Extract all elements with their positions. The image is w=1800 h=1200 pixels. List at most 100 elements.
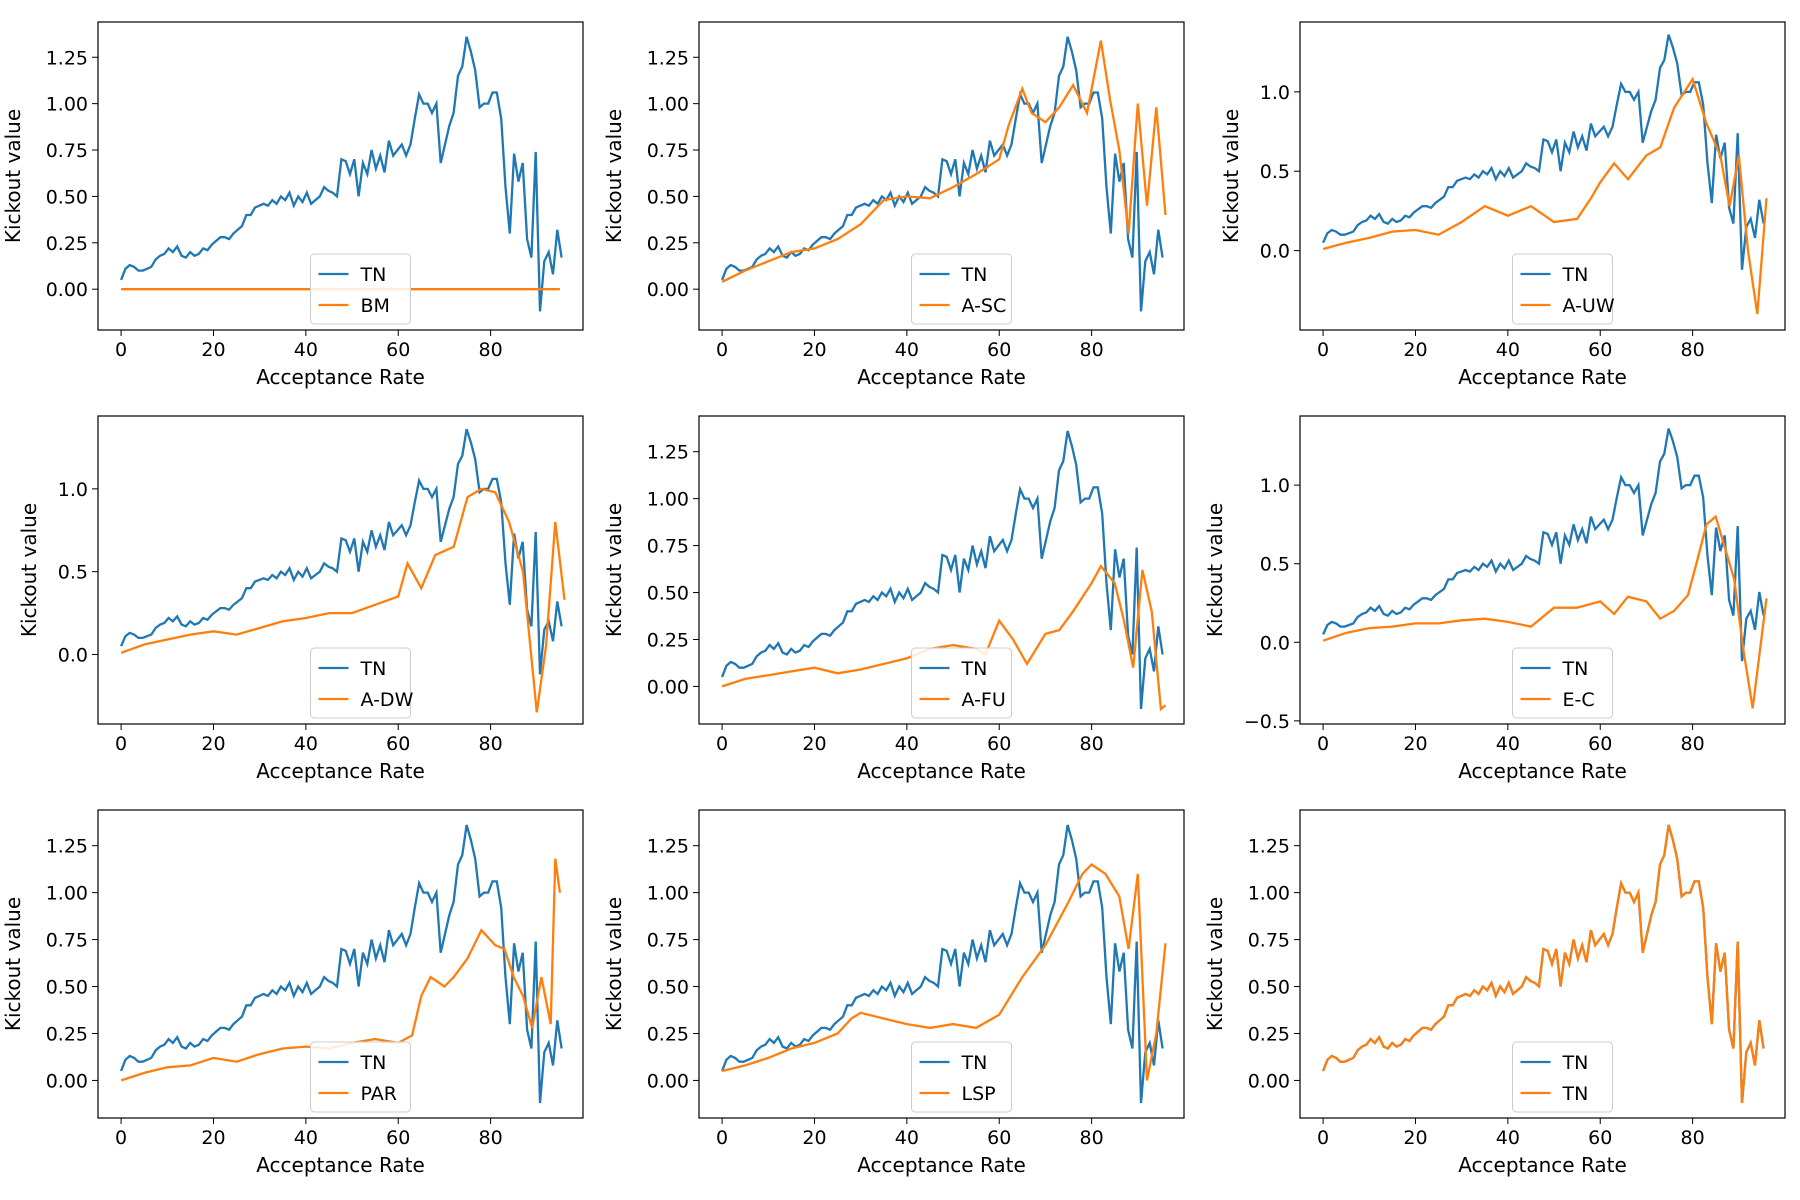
subplot-3: 0 20 40 60 80 0.0 0.5 1.0 Acceptance Rate Kickout… — [1219, 21, 1786, 389]
y-tick-label: 0.0 — [58, 644, 88, 666]
y-tick-label: 1.25 — [647, 47, 689, 69]
legend-box — [310, 647, 411, 719]
x-tick-label: 0 — [115, 1127, 127, 1149]
legend-label: A-DW — [361, 689, 414, 711]
legend-box — [911, 253, 1012, 325]
y-tick-label: 1.0 — [1260, 475, 1290, 497]
legend-box — [911, 647, 1012, 719]
legend: TN A-SC — [911, 253, 1012, 325]
y-tick-label: 1.00 — [647, 489, 689, 511]
x-tick-label: 0 — [716, 1127, 728, 1149]
x-tick-label: 40 — [1496, 733, 1520, 755]
y-tick-label: 0.50 — [1248, 977, 1290, 999]
y-tick-label: 1.00 — [46, 94, 88, 116]
legend-label: LSP — [962, 1083, 996, 1105]
series-line-tn — [1322, 34, 1765, 270]
x-tick-label: 60 — [987, 733, 1011, 755]
series-line-lsp — [721, 863, 1167, 1081]
series-line-a-fu — [721, 564, 1167, 712]
legend-box — [1512, 253, 1613, 325]
legend-label: TN — [1562, 1052, 1589, 1074]
x-tick-label: 60 — [987, 1127, 1011, 1149]
x-tick-label: 60 — [386, 733, 410, 755]
x-tick-label: 40 — [895, 1127, 919, 1149]
x-axis-label: Acceptance Rate — [256, 759, 425, 783]
y-tick-label: 0.00 — [647, 279, 689, 301]
x-tick-label: 20 — [1403, 733, 1427, 755]
y-tick-label: 0.0 — [1260, 632, 1290, 654]
series-line-tn — [1322, 428, 1765, 662]
legend: TN E-C — [1512, 647, 1613, 719]
y-tick-label: 0.5 — [1260, 161, 1290, 183]
y-axis-label: Kickout value — [1219, 109, 1243, 243]
legend-label: TN — [961, 264, 988, 286]
x-tick-label: 0 — [1317, 1127, 1329, 1149]
y-tick-label: 1.25 — [647, 442, 689, 464]
y-tick-label: 1.25 — [647, 836, 689, 858]
legend-label: A-UW — [1563, 295, 1615, 317]
x-tick-label: 40 — [294, 1127, 318, 1149]
legend-label: TN — [360, 264, 387, 286]
x-tick-label: 40 — [1496, 1127, 1520, 1149]
legend-box — [310, 253, 411, 325]
y-tick-label: 0.00 — [647, 676, 689, 698]
y-tick-label: 1.00 — [647, 883, 689, 905]
x-tick-label: 80 — [479, 339, 503, 361]
y-axis-label: Kickout value — [602, 897, 626, 1031]
legend-label: TN — [1562, 1083, 1589, 1105]
subplot-1: 0 20 40 60 80 0.00 0.25 0.50 0.75 1.00 1.25 Accepta… — [1, 21, 584, 389]
x-tick-label: 0 — [716, 733, 728, 755]
y-tick-label: 1.25 — [1248, 836, 1290, 858]
legend: TN A-FU — [911, 647, 1012, 719]
legend-label: PAR — [361, 1083, 397, 1105]
legend-label: E-C — [1563, 689, 1595, 711]
y-tick-label: 0.25 — [647, 233, 689, 255]
x-axis-label: Acceptance Rate — [256, 1153, 425, 1177]
y-tick-label: 0.00 — [46, 1070, 88, 1092]
subplot-5: 0 20 40 60 80 0.00 0.25 0.50 0.75 1.00 1.25 Accepta… — [602, 415, 1185, 783]
series-line-par — [120, 858, 562, 1082]
x-tick-label: 60 — [987, 339, 1011, 361]
series-line-a-dw — [120, 487, 566, 713]
series-line-tn — [120, 36, 563, 312]
x-tick-label: 20 — [802, 1127, 826, 1149]
legend-label: TN — [360, 1052, 387, 1074]
legend: TN A-DW — [310, 647, 414, 719]
x-tick-label: 40 — [294, 339, 318, 361]
y-tick-label: 1.00 — [46, 883, 88, 905]
x-tick-label: 80 — [1080, 733, 1104, 755]
x-tick-label: 20 — [1403, 339, 1427, 361]
x-tick-label: 80 — [479, 1127, 503, 1149]
y-tick-label: 0.50 — [647, 186, 689, 208]
x-tick-label: 40 — [895, 733, 919, 755]
y-tick-label: 0.5 — [1260, 554, 1290, 576]
legend-box — [911, 1041, 1012, 1113]
x-tick-label: 20 — [802, 339, 826, 361]
legend-label: A-FU — [962, 689, 1006, 711]
x-tick-label: 60 — [1588, 1127, 1612, 1149]
legend-box — [1512, 647, 1613, 719]
legend: TN A-UW — [1512, 253, 1615, 325]
legend: TN BM — [310, 253, 411, 325]
y-tick-label: 0.0 — [1260, 241, 1290, 263]
x-tick-label: 60 — [386, 339, 410, 361]
legend: TN PAR — [310, 1041, 411, 1113]
subplot-4: 0 20 40 60 80 0.0 0.5 1.0 Acceptance Rate Kickout… — [17, 415, 584, 783]
legend-label: TN — [961, 1052, 988, 1074]
legend-label: TN — [961, 658, 988, 680]
x-tick-label: 60 — [1588, 733, 1612, 755]
x-tick-label: 0 — [1317, 339, 1329, 361]
series-line-tn — [120, 428, 563, 675]
x-tick-label: 20 — [201, 733, 225, 755]
subplot-6: 0 20 40 60 80 −0.5 0.0 0.5 1.0 Acceptance Rate Kic… — [1203, 415, 1786, 783]
y-tick-label: 0.00 — [647, 1070, 689, 1092]
y-axis-label: Kickout value — [17, 503, 41, 637]
x-axis-label: Acceptance Rate — [1458, 759, 1627, 783]
x-axis-label: Acceptance Rate — [256, 365, 425, 389]
y-tick-label: 0.50 — [46, 977, 88, 999]
legend-box — [310, 1041, 411, 1113]
y-axis-label: Kickout value — [1203, 897, 1227, 1031]
x-tick-label: 60 — [386, 1127, 410, 1149]
x-tick-label: 20 — [802, 733, 826, 755]
